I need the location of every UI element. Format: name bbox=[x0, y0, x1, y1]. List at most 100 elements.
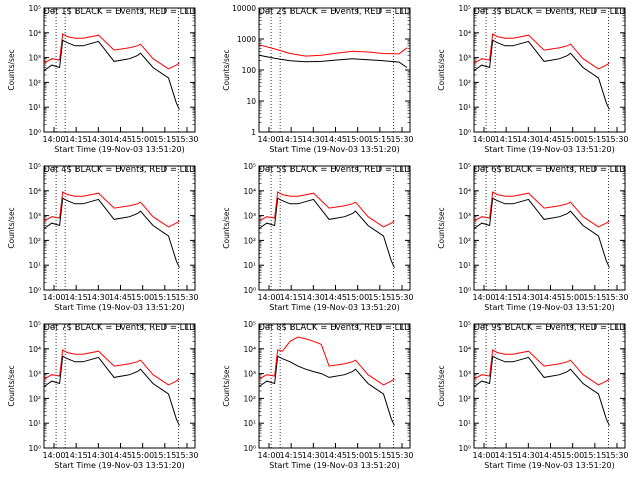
y-tick-label: 10² bbox=[28, 78, 41, 87]
x-tick-label: 14:45 bbox=[539, 135, 562, 144]
series-events-line bbox=[473, 355, 610, 426]
x-axis-label: Start Time (19-Nov-03 13:51:20) bbox=[54, 303, 184, 312]
y-tick-label: 10⁴ bbox=[458, 345, 471, 354]
y-tick-label: 10² bbox=[458, 236, 471, 245]
panel-title: Det 5$ BLACK = Events, RED = LLD bbox=[258, 165, 411, 175]
series-events-line bbox=[258, 355, 395, 426]
y-axis-label: Counts/sec bbox=[222, 207, 231, 248]
x-tick-label: 14:45 bbox=[324, 451, 347, 460]
x-tick-label: 14:00 bbox=[472, 135, 495, 144]
y-tick-label: 10¹ bbox=[458, 419, 471, 428]
x-axis-label: Start Time (19-Nov-03 13:51:20) bbox=[54, 145, 184, 154]
y-tick-label: 10² bbox=[243, 236, 256, 245]
x-tick-label: 14:30 bbox=[87, 451, 110, 460]
x-tick-label: 14:00 bbox=[42, 135, 65, 144]
series-lld-line bbox=[473, 33, 610, 70]
x-tick-label: 15:15 bbox=[368, 293, 391, 302]
y-tick-label: 10⁵ bbox=[458, 4, 471, 13]
y-tick-label: 10⁵ bbox=[243, 162, 256, 171]
panel-title: Det 8$ BLACK = Events, RED = LLD bbox=[258, 323, 411, 333]
panel-title: Det 2$ BLACK = Events, RED = LLD bbox=[258, 7, 411, 17]
y-tick-label: 10⁰ bbox=[458, 128, 471, 137]
plot-frame bbox=[473, 165, 626, 291]
y-axis-label: Counts/sec bbox=[7, 49, 16, 90]
y-tick-label: 10¹ bbox=[243, 261, 256, 270]
y-axis-label: Counts/sec bbox=[222, 365, 231, 406]
y-tick-label: 10⁵ bbox=[28, 4, 41, 13]
x-tick-label: 15:30 bbox=[175, 135, 198, 144]
y-tick-label: 10⁴ bbox=[458, 187, 471, 196]
y-tick-label: 10¹ bbox=[458, 103, 471, 112]
y-tick-label: 10³ bbox=[28, 370, 41, 379]
y-tick-label: 10⁰ bbox=[28, 444, 41, 453]
x-tick-label: 14:15 bbox=[65, 135, 88, 144]
x-tick-label: 14:45 bbox=[539, 451, 562, 460]
y-tick-label: 10⁰ bbox=[458, 286, 471, 295]
x-tick-label: 14:30 bbox=[517, 451, 540, 460]
x-axis-label: Start Time (19-Nov-03 13:51:20) bbox=[269, 461, 399, 470]
x-tick-label: 15:00 bbox=[561, 135, 584, 144]
x-tick-label: 14:45 bbox=[109, 293, 132, 302]
x-tick-label: 14:15 bbox=[495, 135, 518, 144]
y-tick-label: 10¹ bbox=[28, 261, 41, 270]
x-tick-label: 14:00 bbox=[42, 451, 65, 460]
x-tick-label: 15:30 bbox=[605, 293, 628, 302]
panel-title: Det 4$ BLACK = Events, RED = LLD bbox=[43, 165, 196, 175]
x-tick-label: 14:30 bbox=[87, 135, 110, 144]
y-axis-label: Counts/sec bbox=[437, 365, 446, 406]
x-tick-label: 15:15 bbox=[368, 135, 391, 144]
y-tick-label: 10³ bbox=[28, 212, 41, 221]
panel-title: Det 7$ BLACK = Events, RED = LLD bbox=[43, 323, 196, 333]
x-tick-label: 14:15 bbox=[495, 293, 518, 302]
x-tick-label: 14:45 bbox=[324, 135, 347, 144]
x-tick-label: 14:00 bbox=[472, 451, 495, 460]
panel-title: Det 6$ BLACK = Events, RED = LLD bbox=[473, 165, 626, 175]
series-events-line bbox=[258, 54, 408, 68]
y-tick-label: 10³ bbox=[458, 54, 471, 63]
y-axis-label: Counts/sec bbox=[437, 207, 446, 248]
y-tick-label: 10² bbox=[458, 78, 471, 87]
y-tick-label: 10² bbox=[243, 394, 256, 403]
series-lld-line bbox=[43, 191, 180, 228]
series-lld-line bbox=[43, 349, 180, 386]
x-axis-label: Start Time (19-Nov-03 13:51:20) bbox=[54, 461, 184, 470]
plot-frame bbox=[473, 323, 626, 449]
y-tick-label: 10⁰ bbox=[458, 444, 471, 453]
y-tick-label: 10¹ bbox=[28, 103, 41, 112]
x-tick-label: 15:30 bbox=[605, 451, 628, 460]
x-tick-label: 15:00 bbox=[346, 451, 369, 460]
y-axis-label: Counts/sec bbox=[222, 49, 231, 90]
y-tick-label: 10⁴ bbox=[243, 345, 256, 354]
y-tick-label: 10³ bbox=[458, 212, 471, 221]
x-tick-label: 14:15 bbox=[65, 293, 88, 302]
x-tick-label: 15:15 bbox=[368, 451, 391, 460]
plot-frame bbox=[43, 7, 196, 133]
x-axis-label: Start Time (19-Nov-03 13:51:20) bbox=[484, 145, 614, 154]
series-events-line bbox=[473, 197, 610, 268]
series-events-line bbox=[258, 197, 395, 268]
x-tick-label: 14:45 bbox=[324, 293, 347, 302]
y-tick-label: 10³ bbox=[243, 212, 256, 221]
y-tick-label: 10⁰ bbox=[243, 286, 256, 295]
y-tick-label: 10⁵ bbox=[28, 162, 41, 171]
y-tick-label: 10⁴ bbox=[243, 187, 256, 196]
series-lld-line bbox=[258, 336, 395, 386]
x-tick-label: 15:15 bbox=[153, 451, 176, 460]
y-tick-label: 10² bbox=[28, 394, 41, 403]
y-tick-label: 1 bbox=[251, 128, 256, 137]
series-events-line bbox=[43, 39, 180, 110]
y-tick-label: 10³ bbox=[458, 370, 471, 379]
x-axis-label: Start Time (19-Nov-03 13:51:20) bbox=[484, 461, 614, 470]
x-tick-label: 14:45 bbox=[109, 451, 132, 460]
x-tick-label: 14:30 bbox=[302, 135, 325, 144]
x-tick-label: 14:00 bbox=[257, 293, 280, 302]
x-tick-label: 14:45 bbox=[109, 135, 132, 144]
x-tick-label: 14:30 bbox=[517, 293, 540, 302]
x-tick-label: 14:30 bbox=[302, 293, 325, 302]
y-tick-label: 1000 bbox=[237, 35, 256, 44]
y-tick-label: 10⁴ bbox=[28, 345, 41, 354]
x-tick-label: 15:15 bbox=[153, 135, 176, 144]
y-tick-label: 10⁴ bbox=[458, 29, 471, 38]
